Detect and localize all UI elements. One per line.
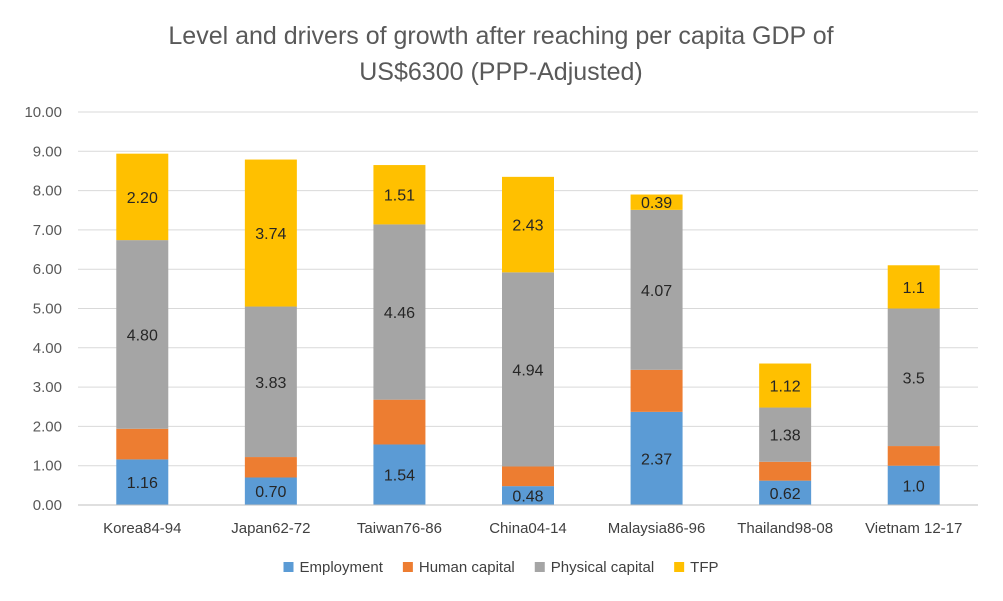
- data-label: 3.83: [255, 375, 286, 392]
- bar-segment: [502, 466, 554, 487]
- y-tick-label: 9.00: [33, 143, 62, 160]
- bar-segment: [759, 363, 812, 408]
- legend-swatch: [402, 562, 413, 572]
- data-label: 4.94: [512, 362, 543, 379]
- x-category-label: China04-14: [489, 520, 567, 537]
- data-label: 4.46: [384, 305, 415, 322]
- y-tick-label: 2.00: [33, 418, 62, 435]
- data-label: 3.74: [255, 226, 286, 243]
- y-tick-label: 6.00: [33, 261, 62, 278]
- bar-segment: [502, 176, 554, 273]
- bar-segment: [373, 224, 426, 400]
- bar-segment: [630, 369, 683, 412]
- data-label: 2.43: [512, 218, 543, 235]
- legend-item: TFP: [674, 559, 719, 576]
- data-label: 4.07: [641, 283, 672, 300]
- legend-item: Physical capital: [534, 559, 654, 576]
- legend-label: TFP: [690, 559, 718, 576]
- bar-segment: [887, 465, 940, 505]
- bar-segment: [373, 399, 426, 445]
- chart-title-line-1: Level and drivers of growth after reachi…: [168, 22, 833, 50]
- bar-segment: [116, 153, 169, 241]
- bar-segment: [759, 461, 812, 481]
- data-label: 1.16: [127, 475, 158, 492]
- x-category-label: Korea84-94: [103, 520, 181, 537]
- y-tick-label: 4.00: [33, 340, 62, 357]
- bar-segment: [116, 459, 169, 505]
- data-label: 1.38: [770, 428, 801, 445]
- y-tick-label: 7.00: [33, 222, 62, 239]
- legend-item: Human capital: [402, 559, 515, 576]
- bar-segment: [630, 411, 683, 505]
- y-tick-label: 8.00: [33, 183, 62, 200]
- legend-label: Employment: [300, 559, 384, 576]
- legend-swatch: [674, 562, 685, 572]
- bar-segment: [630, 194, 683, 210]
- chart-title-line-2: US$6300 (PPP-Adjusted): [359, 58, 642, 86]
- legend-label: Physical capital: [551, 559, 654, 576]
- data-label: 1.51: [384, 188, 415, 205]
- data-label: 1.1: [903, 280, 925, 297]
- y-tick-label: 3.00: [33, 379, 62, 396]
- data-label: 4.80: [127, 327, 158, 344]
- data-label: 0.39: [641, 195, 672, 212]
- bar-segment: [887, 446, 940, 466]
- data-label: 2.20: [127, 190, 158, 207]
- bar-segment: [630, 209, 683, 370]
- bar-segment: [116, 240, 169, 429]
- bar-segment: [502, 272, 554, 467]
- legend-swatch: [283, 562, 294, 572]
- x-category-label: Japan62-72: [231, 520, 310, 537]
- x-category-label: Malaysia86-96: [608, 520, 706, 537]
- bar-segment: [244, 477, 297, 505]
- data-label: 0.62: [770, 486, 801, 503]
- data-label: 0.70: [255, 484, 286, 501]
- y-tick-label: 1.00: [33, 458, 62, 475]
- bar-segment: [887, 308, 940, 447]
- data-label: 3.5: [903, 370, 925, 387]
- data-label: 1.54: [384, 468, 415, 485]
- bar-segment: [759, 407, 812, 462]
- x-category-label: Taiwan76-86: [357, 520, 442, 537]
- x-category-label: Vietnam 12-17: [865, 520, 962, 537]
- y-tick-label: 5.00: [33, 301, 62, 318]
- legend-item: Employment: [283, 559, 384, 576]
- data-label: 1.12: [770, 379, 801, 396]
- data-label: 2.37: [641, 451, 672, 468]
- data-label: 1.0: [903, 478, 925, 495]
- bar-segment: [373, 444, 426, 505]
- data-label: 0.48: [512, 489, 543, 506]
- bar-segment: [244, 159, 297, 307]
- y-tick-label: 0.00: [33, 497, 62, 514]
- y-tick-label: 10.00: [24, 104, 62, 121]
- legend-swatch: [534, 562, 545, 572]
- bar-segment: [887, 265, 940, 309]
- legend-label: Human capital: [419, 559, 515, 576]
- bar-segment: [759, 480, 812, 505]
- bar-segment: [502, 486, 554, 505]
- bar-segment: [244, 306, 297, 458]
- bar-segment: [244, 457, 297, 478]
- bar-segment: [116, 428, 169, 460]
- bar-segment: [373, 165, 426, 225]
- x-category-label: Thailand98-08: [737, 520, 833, 537]
